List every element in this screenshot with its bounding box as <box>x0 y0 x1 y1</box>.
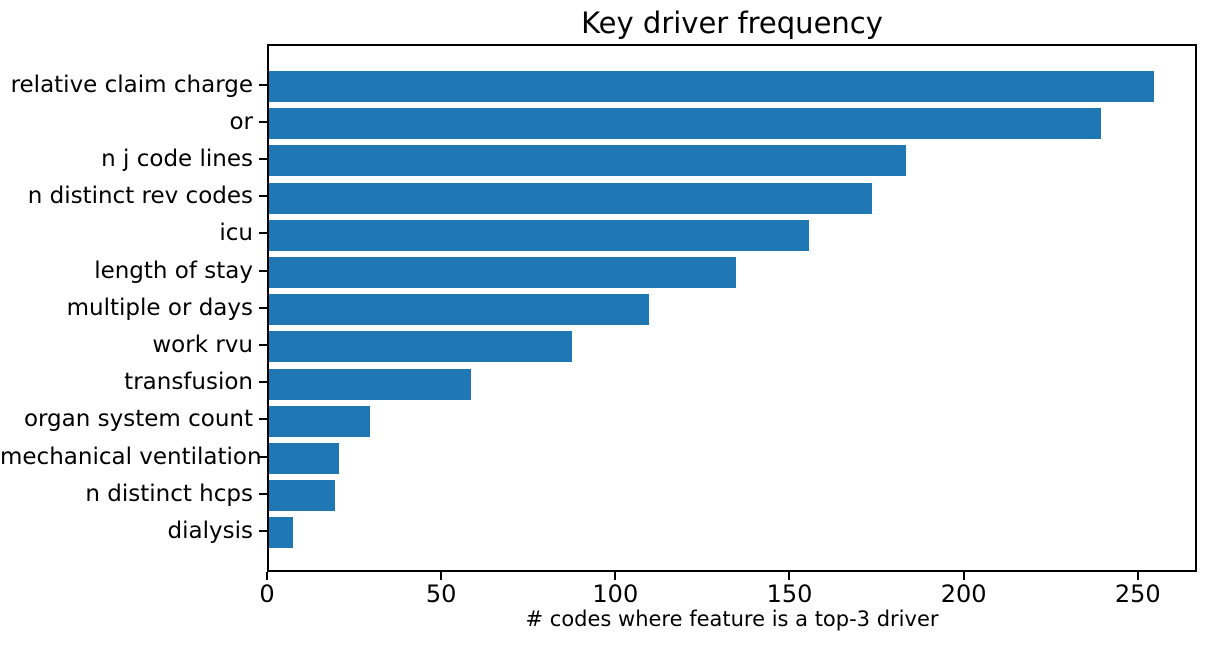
y-tick-mark <box>259 306 267 309</box>
x-tick-label: 0 <box>259 580 275 608</box>
bar-organ-system-count <box>269 405 370 437</box>
x-axis-label: # codes where feature is a top-3 driver <box>525 607 939 631</box>
x-tick-label: 250 <box>1114 580 1161 608</box>
x-tick-mark <box>614 572 617 580</box>
y-tick-mark <box>259 269 267 272</box>
y-tick-mark <box>259 157 267 160</box>
y-tick-mark <box>259 232 267 235</box>
chart-title: Key driver frequency <box>581 6 883 40</box>
y-tick-mark <box>259 418 267 421</box>
x-tick-mark <box>266 572 268 580</box>
y-tick-mark <box>259 195 267 198</box>
y-tick-label: dialysis <box>167 517 253 544</box>
plot-area <box>267 44 1197 572</box>
y-tick-mark <box>259 83 267 86</box>
y-tick-mark <box>259 492 267 495</box>
bar-n-distinct-rev-codes <box>269 182 872 214</box>
y-tick-label: transfusion <box>124 369 253 396</box>
y-tick-label: n distinct rev codes <box>27 183 253 210</box>
x-tick-mark <box>962 572 965 580</box>
y-tick-label: n j code lines <box>101 145 253 172</box>
y-tick-label: multiple or days <box>66 294 253 321</box>
bar-n-j-code-lines <box>269 145 907 177</box>
y-tick-label: n distinct hcps <box>85 480 253 507</box>
x-tick-label: 100 <box>592 580 639 608</box>
bar-n-distinct-hcps <box>269 480 336 512</box>
y-tick-label: organ system count <box>23 406 253 433</box>
bar-transfusion <box>269 368 472 400</box>
y-tick-mark <box>259 455 267 458</box>
x-tick-mark <box>1136 572 1139 580</box>
bar-relative-claim-charge <box>269 71 1154 102</box>
y-tick-mark <box>259 529 267 532</box>
bar-dialysis <box>269 517 294 549</box>
x-tick-label: 150 <box>766 580 813 608</box>
bar-icu <box>269 219 809 251</box>
y-tick-mark <box>259 120 267 123</box>
y-tick-label: work rvu <box>152 331 253 358</box>
bar-multiple-or-days <box>269 294 649 326</box>
y-tick-label: or <box>229 108 253 135</box>
bar-mechanical-ventilation <box>269 443 339 474</box>
x-tick-label: 200 <box>940 580 987 608</box>
bar-work-rvu <box>269 331 573 363</box>
y-tick-label: length of stay <box>94 257 253 284</box>
x-tick-mark <box>440 572 443 580</box>
y-tick-label: mechanical ventilation <box>0 443 262 470</box>
y-tick-mark <box>259 381 267 384</box>
x-tick-mark <box>788 572 791 580</box>
x-tick-label: 50 <box>425 580 457 608</box>
y-tick-mark <box>259 343 267 346</box>
bar-length-of-stay <box>269 257 736 288</box>
y-tick-label: icu <box>219 220 253 247</box>
bar-or <box>269 108 1102 140</box>
y-tick-label: relative claim charge <box>10 71 253 98</box>
